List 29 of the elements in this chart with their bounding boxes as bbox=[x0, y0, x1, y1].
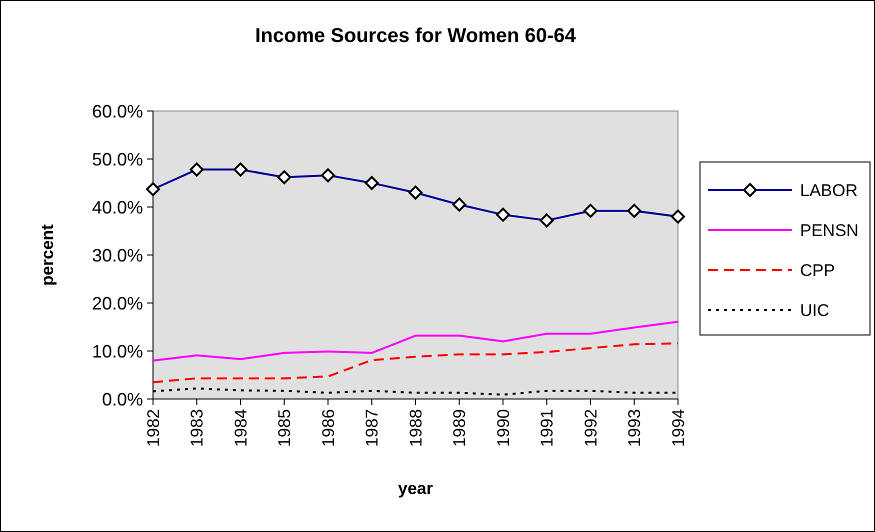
y-tick-label: 30.0% bbox=[92, 245, 143, 266]
legend-label: CPP bbox=[800, 260, 835, 280]
y-tick-label: 10.0% bbox=[92, 341, 143, 362]
legend-label: LABOR bbox=[800, 180, 858, 200]
chart-title: Income Sources for Women 60-64 bbox=[255, 25, 577, 47]
line-series bbox=[152, 320, 679, 362]
x-tick-label: 1983 bbox=[188, 409, 207, 447]
legend-label: PENSN bbox=[800, 220, 859, 240]
x-tick-label: 1985 bbox=[275, 409, 294, 447]
y-tick-label: 50.0% bbox=[92, 149, 143, 170]
x-tick-label: 1992 bbox=[581, 409, 600, 447]
y-tick-label: 40.0% bbox=[92, 197, 143, 218]
line-series bbox=[152, 342, 679, 384]
x-tick-label: 1994 bbox=[668, 409, 688, 447]
x-tick-label: 1993 bbox=[625, 409, 644, 447]
x-tick-label: 1984 bbox=[231, 409, 250, 447]
x-tick-label: 1989 bbox=[450, 409, 470, 447]
y-tick-label: 60.0% bbox=[92, 101, 143, 122]
x-tick-label: 1988 bbox=[406, 409, 426, 447]
x-axis-title: year bbox=[398, 479, 434, 498]
x-tick-label: 1987 bbox=[362, 409, 382, 447]
y-tick-label: 0.0% bbox=[102, 389, 143, 410]
x-tick-label: 1990 bbox=[494, 409, 513, 447]
legend-label: UIC bbox=[800, 300, 830, 320]
x-tick-label: 1982 bbox=[144, 409, 163, 447]
y-axis-title: percent bbox=[38, 224, 57, 286]
y-tick-label: 20.0% bbox=[92, 293, 143, 314]
x-tick-label: 1991 bbox=[538, 409, 557, 447]
x-tick-label: 1986 bbox=[318, 409, 338, 447]
